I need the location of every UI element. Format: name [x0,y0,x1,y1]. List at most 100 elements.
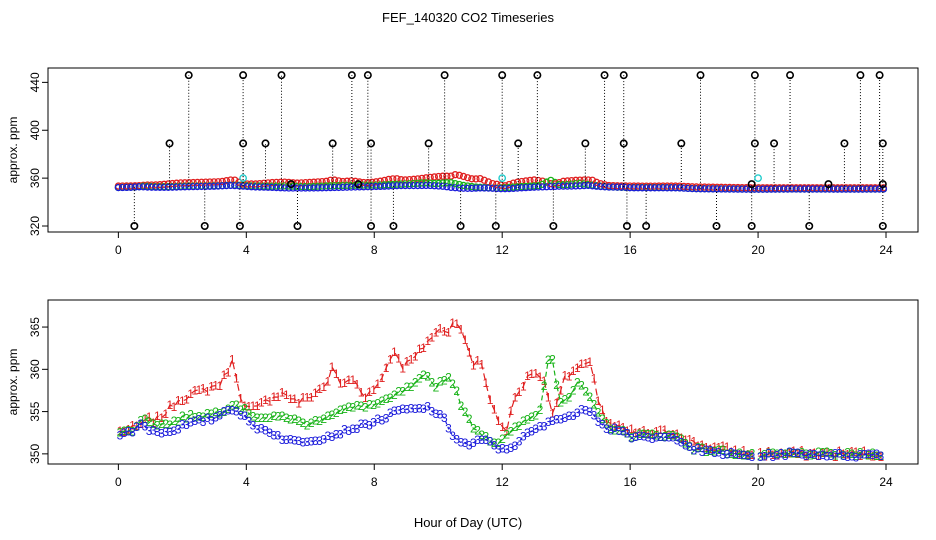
bottom-point-label-series-1: 1 [724,440,731,454]
bottom-point-label-series-1: 1 [570,364,577,378]
bottom-point-label-series-3: 3 [611,421,618,435]
bottom-point-label-series-2: 2 [208,407,215,421]
bottom-point-label-series-2: 2 [595,405,602,419]
bottom-point-label-series-3: 3 [133,420,140,434]
bottom-point-label-series-1: 1 [732,443,739,457]
bottom-point-label-series-1: 1 [803,450,810,464]
bottom-point-label-series-2: 2 [320,412,327,426]
bottom-point-label-series-2: 2 [774,447,781,461]
bottom-point-label-series-1: 1 [765,445,772,459]
bottom-x-tick-label: 24 [879,475,893,489]
bottom-point-label-series-2: 2 [250,410,257,424]
top-flag-point [130,222,139,231]
bottom-point-label-series-2: 2 [428,375,435,389]
top-flag-point [581,139,590,148]
bottom-point-label-series-1: 1 [641,424,648,438]
top-point-series-3 [305,184,314,192]
bottom-point-label-series-2: 2 [337,403,344,417]
top-point-series-3 [376,182,384,191]
top-flag-point [805,222,814,231]
bottom-point-label-series-2: 2 [366,398,373,412]
top-point-series-3 [559,182,567,190]
top-point-series-3 [701,185,709,193]
bottom-point-label-series-1: 1 [682,433,689,447]
top-point-series-3 [505,184,513,193]
bottom-point-label-series-3: 3 [774,448,781,462]
bottom-point-label-series-1: 1 [424,334,431,348]
bottom-point-label-series-2: 2 [499,432,506,446]
top-point-series-1 [476,174,484,183]
bottom-point-label-series-2: 2 [574,375,581,389]
bottom-point-label-series-3: 3 [586,405,593,419]
top-point-series-1 [592,178,601,186]
bottom-point-label-series-1: 1 [595,394,602,408]
top-flag-point [642,222,651,231]
bottom-point-label-series-2: 2 [520,414,527,428]
bottom-point-label-series-1: 1 [807,446,814,460]
top-point-series-3 [193,182,202,191]
bottom-y-tick-label: 350 [28,444,42,464]
bottom-point-label-series-3: 3 [732,447,739,461]
bottom-point-label-series-1: 1 [333,367,340,381]
top-y-tick-label: 440 [28,72,42,92]
bottom-point-label-series-1: 1 [628,422,635,436]
bottom-point-label-series-2: 2 [404,380,411,394]
bottom-point-label-series-3: 3 [300,436,307,450]
top-point-series-3 [613,183,621,191]
bottom-point-label-series-1: 1 [229,353,236,367]
bottom-point-label-series-3: 3 [250,418,257,432]
bottom-point-label-series-3: 3 [578,403,585,417]
bottom-point-label-series-3: 3 [632,430,639,444]
bottom-point-label-series-1: 1 [291,392,298,406]
bottom-point-label-series-2: 2 [799,446,806,460]
bottom-point-label-series-1: 1 [686,433,693,447]
bottom-point-label-series-2: 2 [325,409,332,423]
top-point-series-3 [659,184,667,192]
top-point-series-3 [759,185,767,193]
bottom-point-label-series-3: 3 [807,447,814,461]
bottom-point-label-series-3: 3 [279,433,286,447]
bottom-point-label-series-1: 1 [869,450,876,464]
top-point-series-3 [343,183,351,191]
bottom-point-label-series-2: 2 [329,408,336,422]
bottom-point-label-series-3: 3 [142,420,149,434]
bottom-point-label-series-3: 3 [815,449,822,463]
bottom-point-label-series-3: 3 [853,450,860,464]
top-x-tick-label: 16 [623,243,637,257]
top-point-series-3 [692,185,700,193]
bottom-point-label-series-3: 3 [362,417,369,431]
top-point-series-3 [796,185,804,193]
bottom-point-label-series-1: 1 [237,392,244,406]
top-point-series-3 [875,185,883,193]
bottom-point-label-series-3: 3 [819,448,826,462]
bottom-point-label-series-1: 1 [287,392,294,406]
top-point-series-3 [114,183,123,192]
bottom-point-label-series-3: 3 [503,442,510,456]
bottom-point-label-series-3: 3 [466,439,473,453]
bottom-point-label-series-3: 3 [603,422,610,436]
top-point-series-1 [214,178,222,186]
bottom-point-label-series-1: 1 [794,447,801,461]
bottom-point-label-series-1: 1 [275,390,282,404]
bottom-point-label-series-3: 3 [495,442,502,456]
top-point-series-3 [597,182,605,191]
bottom-point-label-series-2: 2 [408,380,415,394]
bottom-point-label-series-2: 2 [869,446,876,460]
bottom-point-label-series-2: 2 [275,409,282,423]
top-point-series-1 [376,177,384,185]
top-point-series-1 [418,174,426,183]
top-point-series-3 [301,184,310,192]
top-panel: 0 4 8 12 16 20 24 320 360 400 440 approx. ppm [6,67,919,257]
bottom-point-label-series-3: 3 [221,404,228,418]
bottom-point-label-series-2: 2 [142,412,149,426]
top-point-series-3 [634,184,642,192]
top-point-series-3 [788,185,796,193]
bottom-point-label-series-3: 3 [657,430,664,444]
top-x-tick-label: 24 [879,243,893,257]
bottom-point-label-series-1: 1 [354,377,361,391]
top-point-series-3 [717,185,725,193]
bottom-point-label-series-3: 3 [341,423,348,437]
bottom-point-label-series-1: 1 [819,446,826,460]
